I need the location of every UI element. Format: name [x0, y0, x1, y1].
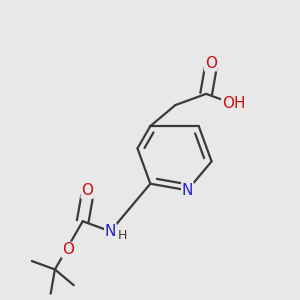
Text: O: O	[205, 56, 217, 71]
Text: N: N	[182, 183, 193, 198]
Text: O: O	[62, 242, 74, 257]
Text: H: H	[118, 229, 128, 242]
Text: O: O	[81, 183, 93, 198]
Text: N: N	[105, 224, 116, 239]
Text: OH: OH	[222, 96, 245, 111]
